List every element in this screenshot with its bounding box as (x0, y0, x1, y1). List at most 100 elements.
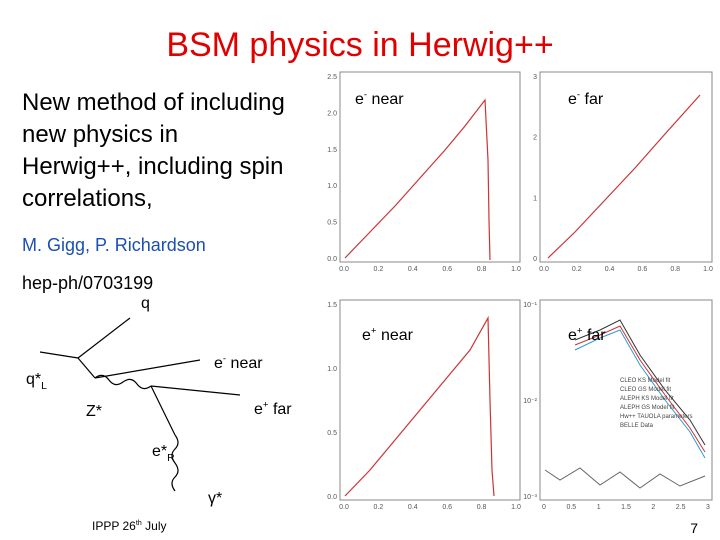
label-text: Z* (86, 403, 102, 420)
y-tick-label: 10⁻¹ (523, 302, 537, 309)
diagram-label: q*L (26, 371, 47, 392)
diagram-label: Z* (86, 403, 102, 420)
label-sup: - (364, 90, 367, 101)
legend-entry: BELLE Data (620, 423, 654, 429)
legend-entry: CLEO KS Model fit (620, 378, 671, 384)
plot-frame (339, 299, 521, 501)
y-tick-label: 1.5 (327, 147, 337, 154)
label-rest: July (142, 519, 167, 533)
label-base: e (568, 327, 577, 344)
body-line: New method of including (22, 89, 285, 116)
label-rest: far (269, 401, 293, 418)
y-tick-label: 2.0 (327, 110, 337, 117)
label-text: γ* (208, 490, 222, 507)
legend-entry: ALEPH KS Model fit (620, 396, 674, 402)
x-tick-label: 0.8 (477, 266, 487, 273)
y-tick-label: 2.5 (327, 74, 337, 81)
x-tick-label: 0.0 (539, 266, 549, 273)
x-tick-label: 0.8 (477, 504, 487, 511)
plot-frame (539, 299, 713, 501)
y-tick-label: 0 (533, 256, 537, 263)
plot-curve (547, 94, 701, 259)
label-sup: - (577, 90, 580, 101)
label-sup: + (263, 400, 269, 411)
legend-entry: Hw++ TAUOLA parameters (620, 414, 692, 420)
label-sup: - (223, 354, 226, 365)
x-tick-label: 1 (597, 504, 601, 511)
label-base: e (362, 327, 371, 344)
quark-line (39, 351, 79, 359)
plot-curve (574, 329, 706, 459)
photon-line (171, 434, 179, 492)
page-number: 7 (690, 520, 698, 536)
x-tick-label: 0.2 (374, 504, 384, 511)
x-tick-label: 0 (542, 504, 546, 511)
y-tick-label: 1.0 (327, 366, 337, 373)
y-tick-label: 1 (533, 195, 537, 202)
slide-title: BSM physics in Herwig++ (166, 26, 553, 64)
diagram-label: q (141, 295, 150, 312)
label-rest: near (226, 355, 263, 372)
body-line: Herwig++, including spin (22, 153, 283, 180)
x-tick-label: 2.5 (676, 504, 686, 511)
x-tick-label: 1.0 (511, 504, 521, 511)
x-tick-label: 0.6 (442, 266, 452, 273)
plot-curve (344, 98, 491, 261)
y-tick-label: 0.5 (327, 430, 337, 437)
body-line: correlations, (22, 185, 153, 212)
label-base: e (214, 355, 223, 372)
x-tick-label: 0.2 (374, 266, 384, 273)
x-tick-label: 0.5 (566, 504, 576, 511)
lepton-line (94, 359, 201, 379)
label-base: q* (26, 371, 41, 388)
label-base: e (254, 401, 263, 418)
label-base: e (355, 91, 364, 108)
authors: M. Gigg, P. Richardson (22, 235, 206, 255)
plot-frame (539, 71, 713, 263)
label-base: e* (152, 443, 167, 460)
y-tick-label: 3 (533, 74, 537, 81)
quark-line (77, 317, 131, 359)
content: New method of including new physics in Her… (22, 74, 713, 536)
label-sup: th (136, 518, 142, 527)
lepton-line (150, 385, 241, 396)
plot-label: e- far (568, 90, 604, 108)
plot-curve (344, 315, 495, 497)
footer: IPPP 26th July (92, 518, 167, 533)
x-tick-label: 1.0 (511, 266, 521, 273)
plot-label: e- near (355, 90, 404, 108)
label-rest: near (367, 91, 404, 108)
y-tick-label: 10⁻³ (523, 494, 537, 501)
plot-curve (574, 319, 706, 446)
y-tick-label: 1.5 (327, 302, 337, 309)
diagram-label: γ* (208, 490, 222, 507)
x-tick-label: 0.4 (408, 266, 418, 273)
y-tick-label: 0.0 (327, 494, 337, 501)
label-base: IPPP 26 (92, 519, 136, 533)
plot-frame (339, 71, 521, 263)
label-rest: far (583, 327, 607, 344)
x-tick-label: 0.0 (339, 504, 349, 511)
diagram-label: e- near (214, 354, 263, 372)
x-tick-label: 0.6 (638, 266, 648, 273)
legend-entry: ALEPH GS Model fit (620, 405, 675, 411)
y-tick-label: 0.0 (327, 256, 337, 263)
label-base: e (568, 91, 577, 108)
y-tick-label: 0.5 (327, 220, 337, 227)
reference: hep-ph/0703199 (22, 273, 153, 293)
label-sup: + (577, 326, 583, 337)
label-rest: near (377, 327, 414, 344)
label-sup: + (371, 326, 377, 337)
diagram (39, 317, 241, 492)
y-tick-label: 1.0 (327, 183, 337, 190)
x-tick-label: 3 (706, 504, 710, 511)
plots (339, 71, 713, 501)
quark-line (77, 357, 96, 379)
x-tick-label: 0.4 (408, 504, 418, 511)
x-tick-label: 0.8 (670, 266, 680, 273)
x-tick-label: 1.5 (621, 504, 631, 511)
y-tick-label: 10⁻² (523, 398, 537, 405)
x-tick-label: 1.0 (703, 266, 713, 273)
